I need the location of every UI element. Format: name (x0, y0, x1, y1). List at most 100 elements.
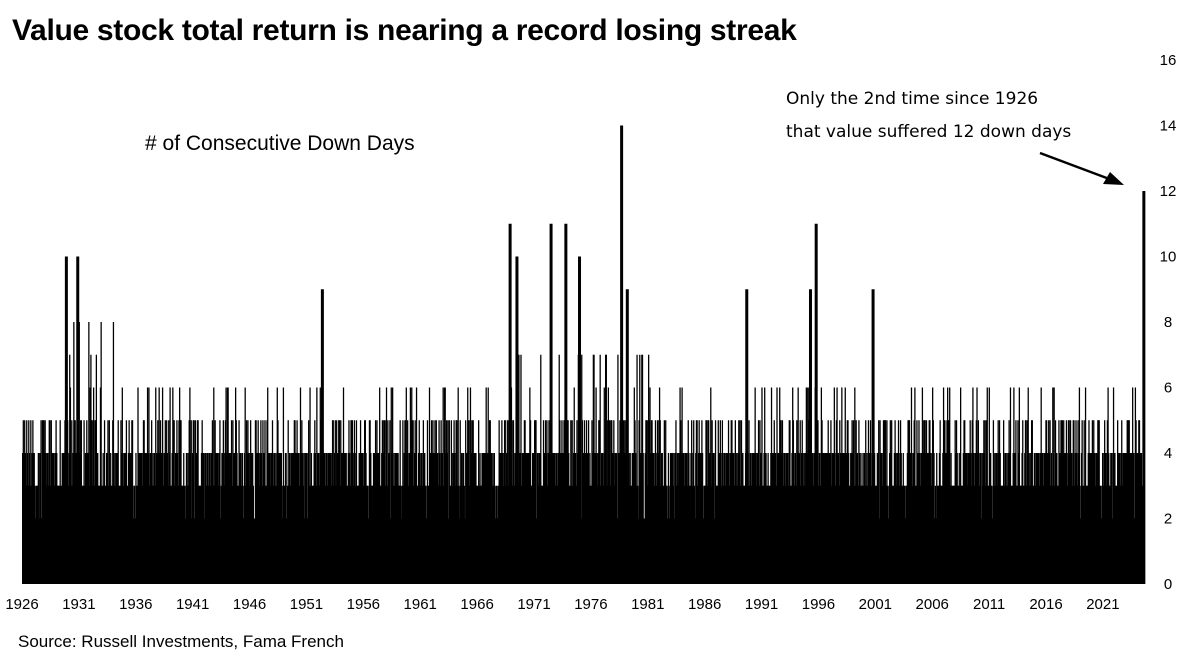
streak-bar (676, 453, 678, 584)
streak-bar (372, 485, 374, 584)
streak-bar (1095, 453, 1097, 584)
streak-bar (220, 485, 222, 584)
annotation-arrow (1039, 151, 1124, 185)
streak-bar (776, 387, 778, 584)
x-tick-label: 1996 (802, 596, 835, 613)
streak-bar (576, 420, 578, 584)
streak-bar (906, 453, 909, 584)
streak-bar (900, 453, 902, 584)
streak-bar (843, 453, 845, 584)
streak-bar (54, 485, 56, 584)
streak-bar (933, 453, 935, 584)
streak-bar (1114, 485, 1117, 584)
x-tick-label: 2011 (973, 596, 1005, 613)
streak-bar (925, 420, 928, 584)
streak-bar (166, 420, 168, 584)
streak-bar (188, 420, 190, 584)
y-tick-label: 12 (1160, 183, 1177, 200)
streak-bar (837, 453, 839, 584)
streak-bar (859, 485, 861, 584)
streak-bar (185, 453, 188, 584)
streak-bar (492, 453, 494, 584)
streak-bar (155, 453, 158, 584)
streak-bar (1037, 453, 1039, 584)
streak-bar (613, 485, 616, 584)
streak-bar (131, 420, 133, 584)
streak-bar (699, 453, 701, 584)
streak-bar (481, 453, 483, 584)
streak-bar (304, 453, 306, 584)
streak-bar (1001, 485, 1003, 584)
streak-bar (126, 485, 128, 584)
x-tick-label: 1966 (460, 596, 493, 613)
streak-bar (628, 485, 631, 584)
streak-bar (706, 420, 708, 584)
streak-bar (596, 453, 598, 584)
streak-bar (127, 453, 130, 584)
streak-bar (575, 485, 577, 584)
streak-bar (129, 453, 131, 584)
streak-bar (25, 485, 27, 584)
streak-bar (798, 453, 800, 584)
streak-bar (397, 453, 399, 584)
streak-bar (1135, 420, 1137, 584)
streak-bar (1020, 485, 1022, 584)
streak-bar (88, 322, 90, 584)
streak-bar (138, 453, 141, 584)
x-tick-label: 1946 (233, 596, 266, 613)
streak-bar (445, 453, 447, 584)
streak-bar (437, 485, 440, 584)
streak-bar (574, 453, 576, 584)
streak-bar (899, 453, 901, 584)
streak-bar (1048, 453, 1051, 584)
streak-bar (142, 420, 145, 584)
streak-bar (927, 453, 930, 584)
streak-bar (858, 420, 860, 584)
streak-bar (951, 485, 954, 584)
streak-bar (417, 453, 420, 584)
streak-bar (123, 485, 125, 584)
streak-bar (800, 453, 803, 584)
streak-bar (190, 420, 192, 584)
streak-bar (522, 453, 524, 584)
streak-bar (752, 453, 754, 584)
streak-bar (639, 354, 641, 584)
notable-streak-bar (549, 223, 553, 584)
streak-bar (1110, 453, 1113, 584)
streak-bar (1039, 485, 1041, 584)
streak-bar (635, 485, 637, 584)
streak-bar (794, 485, 796, 584)
streak-bar (486, 453, 489, 584)
streak-bar (788, 420, 790, 584)
streak-bar (325, 453, 328, 584)
streak-bar (753, 453, 756, 584)
streak-bar (998, 453, 1000, 584)
streak-bar (1047, 453, 1049, 584)
streak-bar (134, 518, 136, 584)
streak-bar (1007, 485, 1009, 584)
streak-bar (267, 453, 270, 584)
streak-bar (241, 453, 244, 584)
streak-bar (371, 485, 373, 584)
streak-bar (274, 485, 276, 584)
streak-bar (433, 453, 435, 584)
streak-bar (253, 518, 255, 584)
streak-bar (470, 420, 472, 584)
streak-bar (1127, 420, 1130, 584)
streak-bar (617, 354, 619, 584)
streak-bar (259, 453, 261, 584)
streak-bar (1074, 453, 1076, 584)
streak-bar (488, 453, 490, 584)
streak-bar (662, 485, 664, 584)
streak-bar (62, 453, 64, 584)
streak-bar (688, 453, 690, 584)
streak-bar (848, 453, 850, 584)
streak-bar (1035, 485, 1037, 584)
streak-bar (476, 485, 478, 584)
streak-bar (592, 354, 594, 584)
streak-bar (378, 453, 380, 584)
streak-bar (437, 453, 439, 584)
streak-bar (969, 420, 971, 584)
streak-bar (715, 485, 717, 584)
